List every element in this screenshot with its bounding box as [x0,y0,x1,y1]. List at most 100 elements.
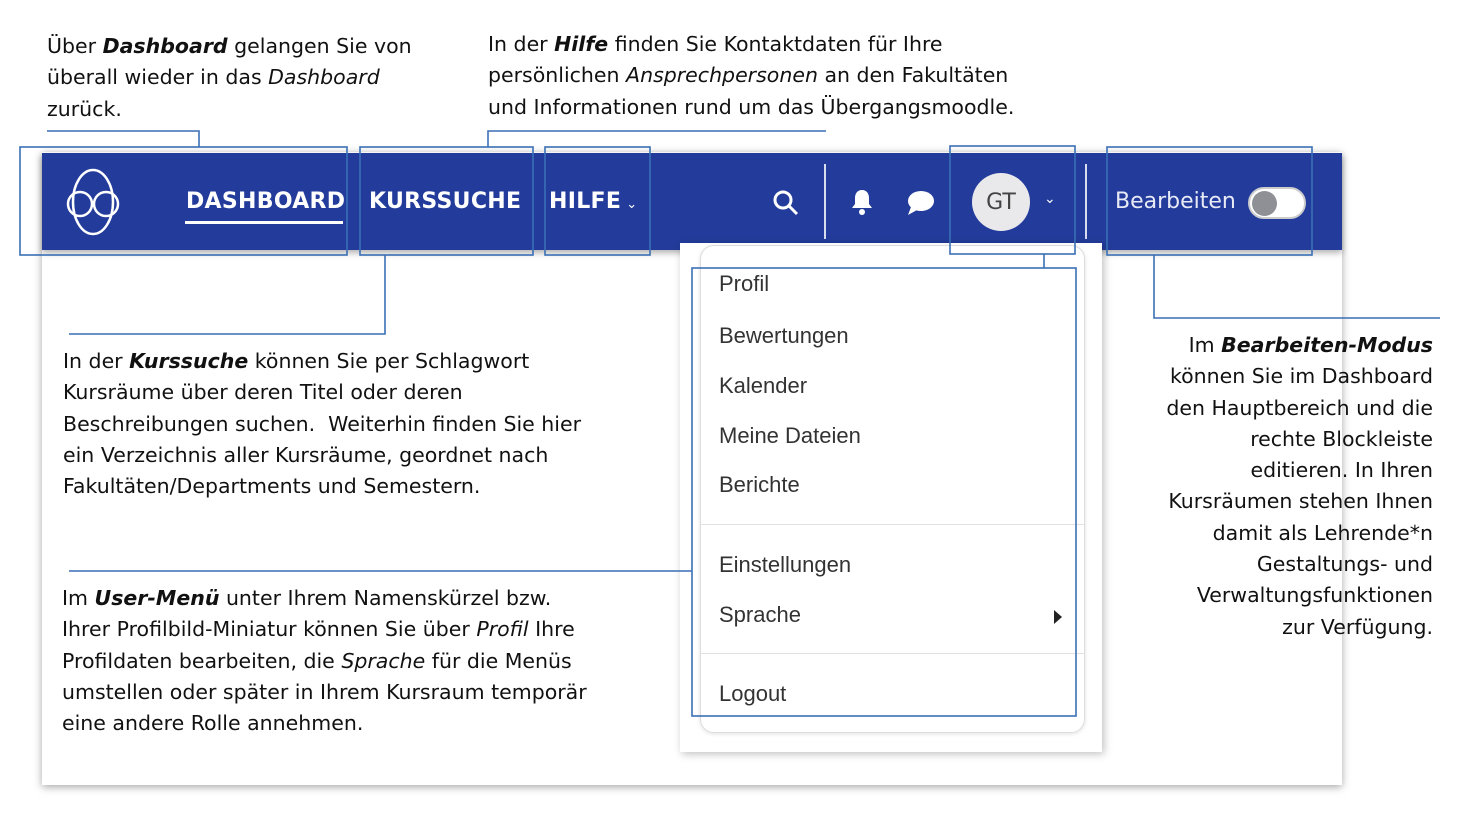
annotation-text: Kursräume über deren Titel oder deren [63,380,463,405]
menu-item-kalender[interactable]: Kalender [719,373,808,398]
annotation-line: Gestaltungs- und [1166,549,1433,580]
bell-icon[interactable] [850,188,874,216]
menu-item-berichte[interactable]: Berichte [719,472,800,497]
annotation-text: Im [1188,333,1222,357]
annotation-line: Im Bearbeiten-Modus [1166,330,1433,361]
highlight-box-user-menu [691,267,1077,717]
emphasis-text: Sprache [341,648,426,673]
menu-item-bewertungen[interactable]: Bewertungen [719,323,849,348]
highlight-box-avatar [949,145,1076,255]
annotation-line: ein Verzeichnis aller Kursräume, geordne… [63,440,581,471]
annotation-text: Im [62,586,95,610]
annotation-line: Profildaten bearbeiten, die Sprache für … [62,646,587,677]
annotation-line: eine andere Rolle annehmen. [62,708,587,739]
annotation-line: Kursräumen stehen Ihnen [1166,486,1433,517]
connector-bearbeiten [1153,255,1440,319]
emphasis-text: Ansprechpersonen [626,63,818,88]
annotation-line: In der Kurssuche können Sie per Schlagwo… [63,346,581,377]
divider [824,164,826,239]
annotation-text: zurück. [47,96,122,121]
annotation-text: eine andere Rolle annehmen. [62,711,364,736]
active-underline [185,221,343,224]
toggle-knob [1252,191,1277,216]
annotation-line: In der Hilfe finden Sie Kontaktdaten für… [488,29,1014,60]
annotation-text: Ihrer Profilbild-Miniatur können Sie übe… [62,617,477,642]
annotation-text: Beschreibungen suchen. Weiterhin finden … [63,411,582,436]
emphasis-text: Kurssuche [129,349,249,373]
avatar[interactable]: GT [972,173,1030,231]
menu-item-profil[interactable]: Profil [719,271,770,296]
nav-kurssuche[interactable]: KURSSUCHE [369,189,522,214]
annotation-line: Beschreibungen suchen. Weiterhin finden … [63,409,581,440]
annotation-line: umstellen oder später in Ihrem Kursraum … [62,677,587,708]
annotation-line: Kursräume über deren Titel oder deren [63,377,581,408]
emphasis-text: Dashboard [102,34,228,58]
annotation-text: den Hauptbereich und die [1166,395,1433,420]
annotation-line: editieren. In Ihren [1166,455,1433,486]
annotation-line: zur Verfügung. [1166,612,1433,643]
annotation-text: damit als Lehrende*n [1212,520,1433,545]
annotation-text: Kursräumen stehen Ihnen [1168,489,1433,514]
menu-item-logout[interactable]: Logout [719,681,787,706]
annotation-text: umstellen oder später in Ihrem Kursraum … [62,679,587,704]
moodle-logo-icon[interactable] [64,167,122,237]
annotation-text: überall wieder in das [47,65,269,90]
edit-mode-label: Bearbeiten [1115,189,1236,214]
connector-dashboard [47,130,200,147]
annotation-line: rechte Blockleiste [1166,424,1433,455]
annotation-text: zur Verfügung. [1282,614,1433,639]
edit-mode-toggle[interactable] [1248,187,1306,219]
highlight-box-hilfe [544,146,651,256]
emphasis-text: Profil [476,617,529,642]
annotation-line: den Hauptbereich und die [1166,393,1433,424]
menu-divider [700,524,1085,525]
annotation-line: persönlichen Ansprechpersonen an den Fak… [488,60,1014,91]
emphasis-text: User-Menü [94,586,220,610]
caret-right-icon [1054,610,1062,624]
annotation-text: Über [47,34,103,58]
annotation-bearbeiten: Im Bearbeiten-Modus können Sie im Dashboa… [1166,330,1433,643]
emphasis-text: Hilfe [554,32,609,56]
emphasis-text: Bearbeiten-Modus [1221,333,1433,357]
menu-item-einstellungen[interactable]: Einstellungen [719,552,852,577]
annotation-line: Im User-Menü unter Ihrem Namenskürzel bz… [62,583,587,614]
annotation-line: Verwaltungsfunktionen [1166,580,1433,611]
annotation-line: Über Dashboard gelangen Sie von [47,31,412,62]
annotation-text: und Informationen rund um das Übergangsm… [488,94,1015,119]
annotation-text: unter Ihrem Namenskürzel bzw. [219,586,552,610]
menu-item-sprache[interactable]: Sprache [719,602,801,627]
annotation-text: Verwaltungsfunktionen [1196,583,1433,608]
annotation-hilfe: In der Hilfe finden Sie Kontaktdaten für… [488,29,1014,123]
annotation-kurssuche: In der Kurssuche können Sie per Schlagwo… [63,346,581,502]
annotation-text: Ihre [528,617,575,642]
annotation-line: überall wieder in das Dashboard [47,62,412,93]
highlight-box-dashboard [19,146,348,256]
annotation-line: und Informationen rund um das Übergangsm… [488,92,1014,123]
chevron-down-icon: ⌄ [626,197,638,212]
highlight-box-bearbeiten [1106,146,1313,256]
emphasis-text: Dashboard [268,65,380,90]
annotation-text: persönlichen [488,63,627,88]
annotation-line: zurück. [47,94,412,125]
chat-bubble-icon[interactable] [906,190,936,216]
menu-divider [700,653,1085,654]
navbar: DASHBOARD KURSSUCHE HILFE ⌄ GT ⌄ Bearbeit… [42,153,1342,250]
annotation-line: Ihrer Profilbild-Miniatur können Sie übe… [62,614,587,645]
connector-hilfe [487,130,826,147]
search-icon[interactable] [772,189,800,217]
nav-hilfe[interactable]: HILFE ⌄ [549,189,637,214]
annotation-line: können Sie im Dashboard [1166,361,1433,392]
annotation-text: Fakultäten/Departments und Semestern. [63,474,481,499]
menu-item-meine-dateien[interactable]: Meine Dateien [719,423,861,448]
nav-hilfe-label: HILFE [549,189,622,214]
annotation-text: an den Fakultäten [817,63,1009,88]
annotation-text: für die Menüs [425,648,572,673]
annotation-text: Profildaten bearbeiten, die [62,648,342,673]
nav-dashboard[interactable]: DASHBOARD [186,189,346,214]
divider [1085,164,1087,239]
user-menu-chevron-icon[interactable]: ⌄ [1044,191,1056,207]
annotation-text: editieren. In Ihren [1250,458,1433,483]
annotation-text: rechte Blockleiste [1250,426,1433,451]
annotation-dashboard: Über Dashboard gelangen Sie von überall w… [47,31,412,125]
